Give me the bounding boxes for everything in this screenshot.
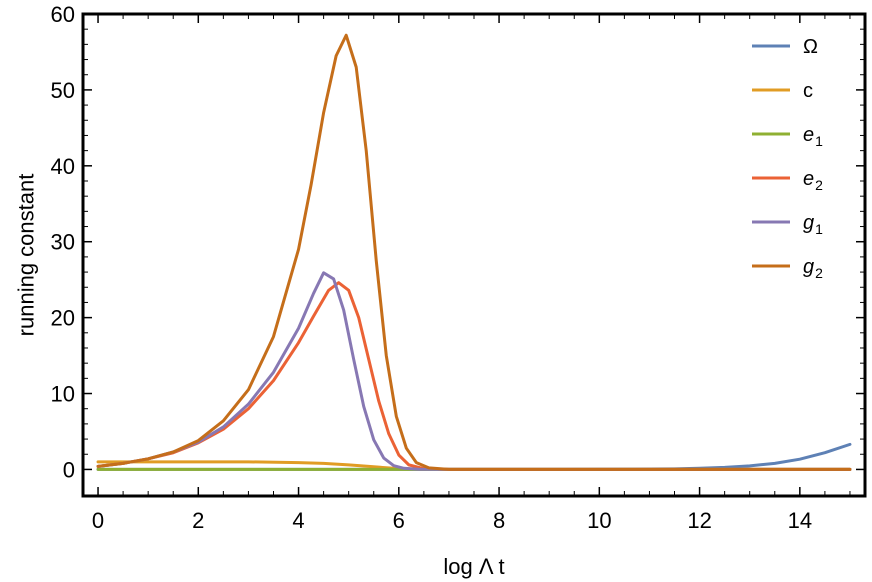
legend: Ωc e1 e2 g1 g2 <box>752 36 823 281</box>
series-line-g1 <box>96 271 852 471</box>
legend-label-g2: g2 <box>803 256 823 281</box>
legend-label-Ω: Ω <box>803 36 818 58</box>
x-tick-label: 6 <box>393 508 405 533</box>
x-tick-label: 4 <box>292 508 304 533</box>
y-tick-label: 20 <box>51 306 75 331</box>
legend-label-g1: g1 <box>803 212 823 237</box>
y-axis-label: running constant <box>14 174 39 337</box>
y-tick-label: 10 <box>51 382 75 407</box>
x-tick-label: 10 <box>587 508 611 533</box>
x-tick-label: 8 <box>493 508 505 533</box>
x-tick-label: 12 <box>687 508 711 533</box>
legend-label-e2: e2 <box>803 168 823 193</box>
series-layer <box>96 33 852 471</box>
y-tick-label: 0 <box>63 457 75 482</box>
series-line-Ω <box>96 442 852 471</box>
ticks-layer: 0 2 4 6 8 10 12 14 0 10 20 30 40 50 60 <box>51 2 865 533</box>
y-tick-label: 50 <box>51 78 75 103</box>
x-tick-label: 0 <box>92 508 104 533</box>
x-axis-label: log Λ t <box>443 554 504 579</box>
y-tick-label: 60 <box>51 2 75 27</box>
y-tick-label: 30 <box>51 230 75 255</box>
series-line-g2 <box>96 33 852 471</box>
y-tick-label: 40 <box>51 154 75 179</box>
legend-label-c: c <box>803 80 813 102</box>
plot-frame <box>81 12 867 498</box>
legend-label-e1: e1 <box>803 124 823 149</box>
series-line-e2 <box>96 281 852 471</box>
x-tick-label: 14 <box>788 508 812 533</box>
x-tick-label: 2 <box>192 508 204 533</box>
